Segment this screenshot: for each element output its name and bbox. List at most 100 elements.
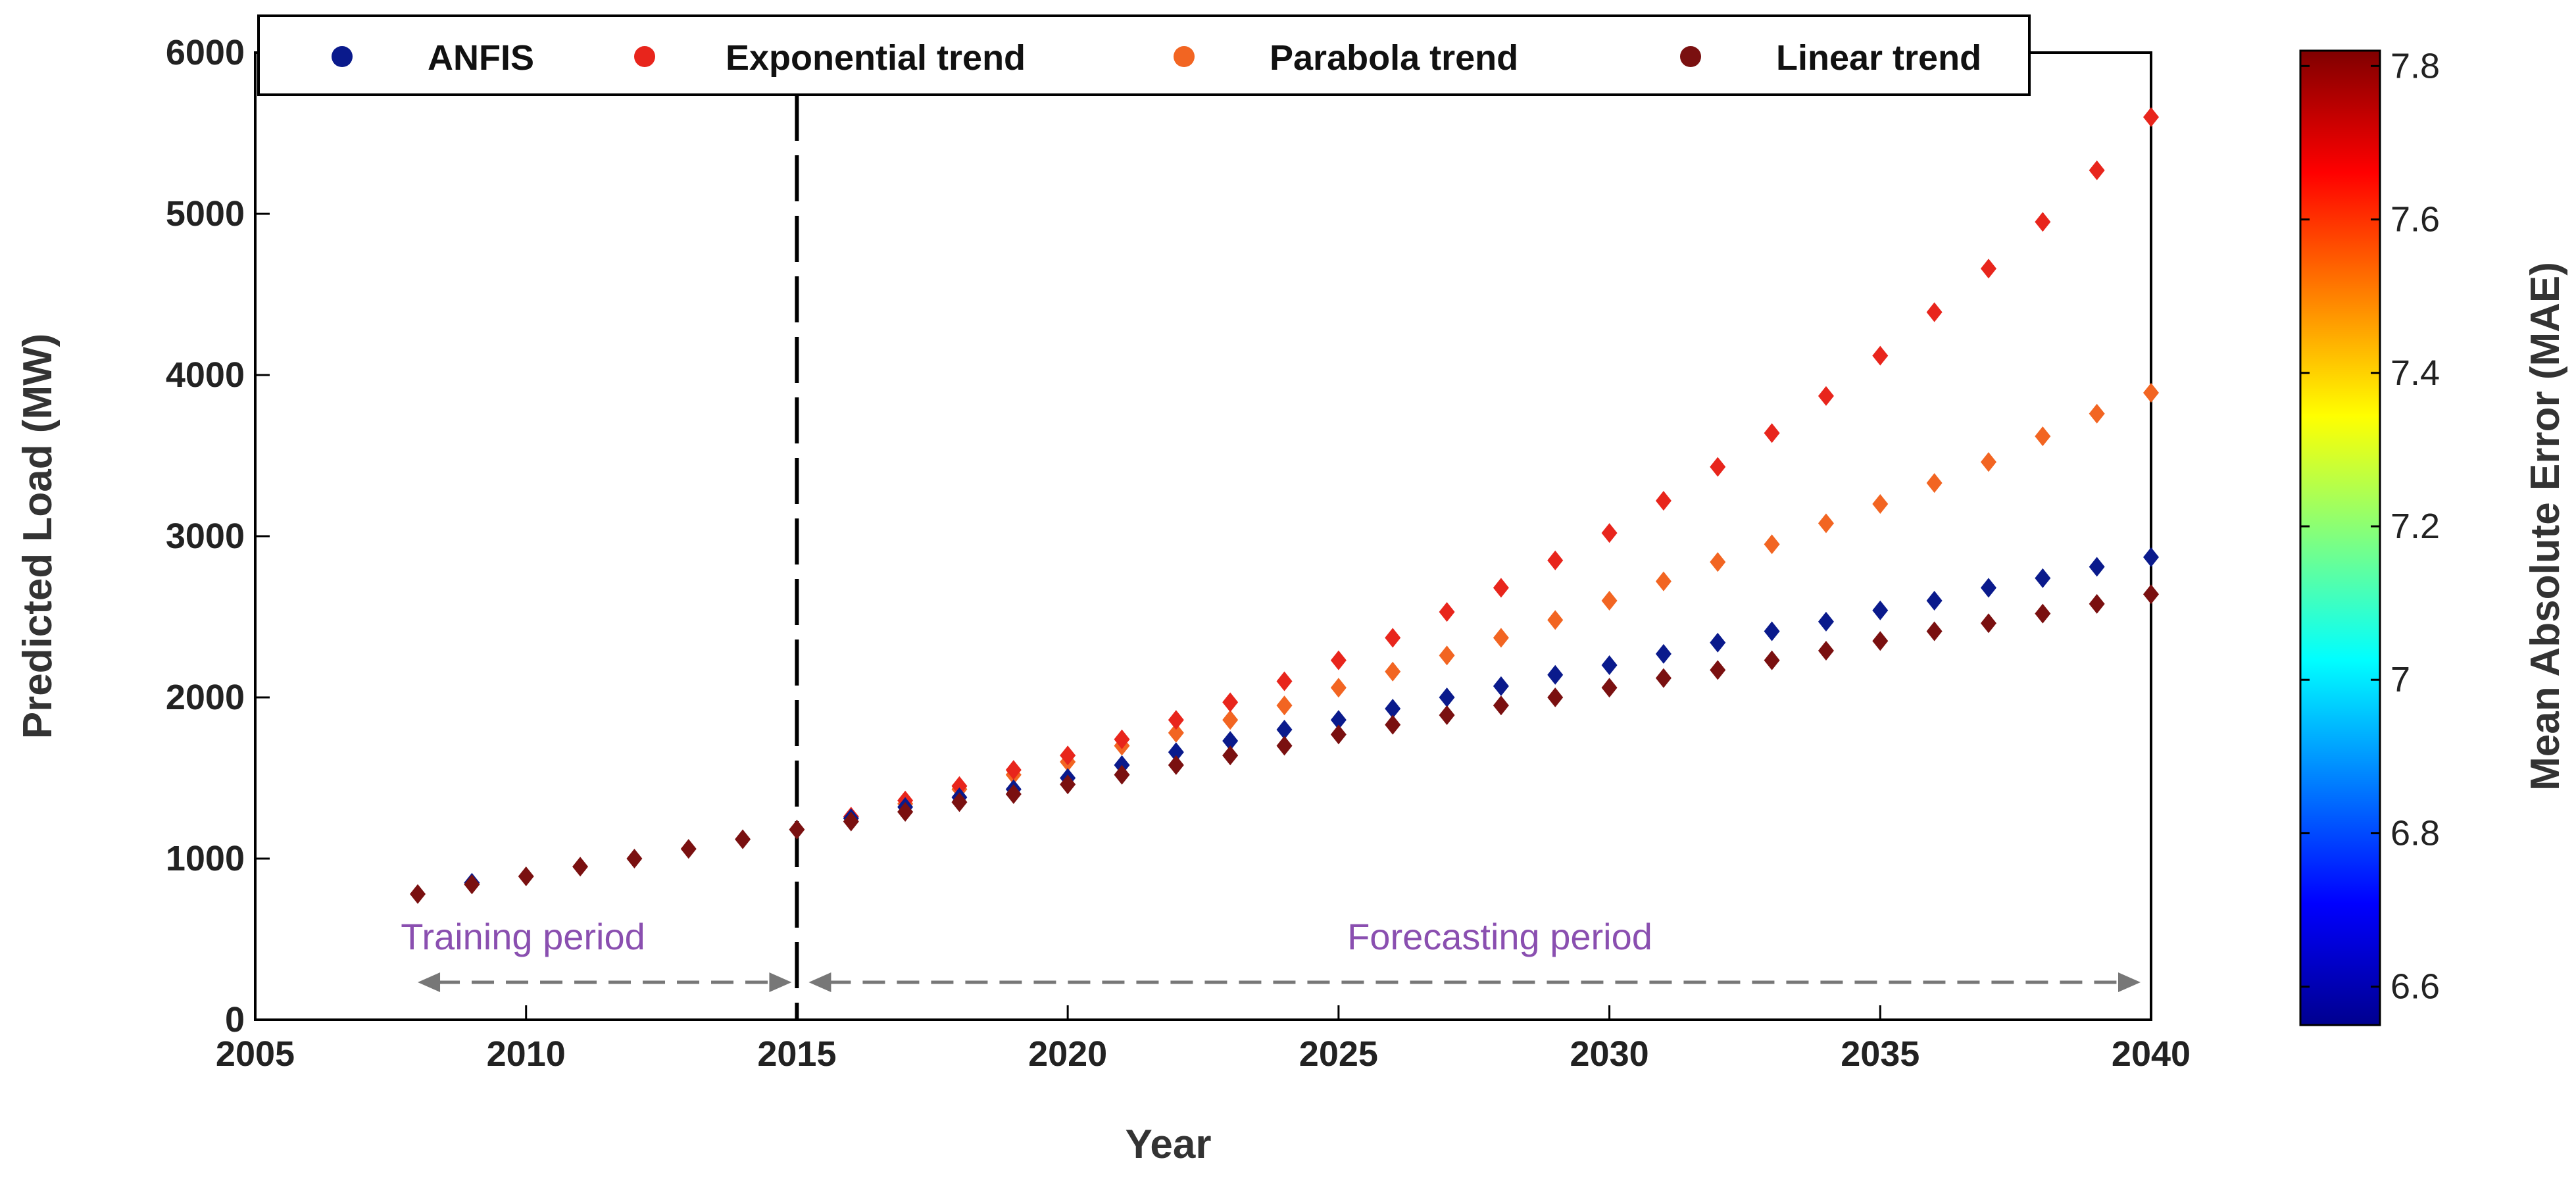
point-linear-trend [1980, 613, 1996, 634]
point-anfis [2143, 547, 2159, 567]
x-tick-label: 2020 [1028, 1034, 1107, 1074]
colorbar-tick-label: 6.8 [2390, 813, 2440, 853]
point-linear-trend [1818, 640, 1834, 661]
legend-marker-anfis [332, 46, 353, 67]
point-exponential-trend [1493, 578, 1509, 598]
legend-label-exponential: Exponential trend [726, 38, 1026, 78]
point-parabola-trend [1547, 610, 1564, 630]
legend-box [257, 14, 2031, 96]
y-tick-label: 5000 [166, 194, 245, 234]
x-tick-label: 2030 [1570, 1034, 1649, 1074]
point-exponential-trend [1330, 650, 1347, 670]
point-linear-trend [1655, 668, 1672, 688]
colorbar [2299, 49, 2381, 1026]
point-linear-trend [1547, 688, 1564, 707]
arrow-head-right [769, 972, 792, 992]
point-exponential-trend [1710, 457, 1726, 477]
x-axis: 2005 2010 2015 2020 2025 2030 2035 2040 [216, 1005, 2191, 1074]
point-exponential-trend [951, 776, 968, 796]
data-points [410, 107, 2159, 904]
colorbar-tick-label: 7.4 [2390, 353, 2440, 393]
arrow-head-left [808, 972, 831, 992]
y-axis-label: Predicted Load (MW) [15, 334, 61, 740]
point-exponential-trend [1222, 692, 1239, 713]
point-linear-trend [2035, 603, 2051, 624]
point-anfis [2089, 557, 2105, 577]
point-parabola-trend [1493, 628, 1509, 648]
training-period-arrow [418, 972, 792, 992]
point-linear-trend [572, 857, 589, 877]
legend-label-linear: Linear trend [1776, 38, 1981, 78]
colorbar-tick-label: 7.6 [2390, 200, 2440, 239]
point-parabola-trend [1276, 695, 1293, 716]
point-linear-trend [1005, 784, 1022, 804]
point-parabola-trend [2089, 403, 2105, 424]
colorbar-tick-label: 6.6 [2390, 967, 2440, 1007]
y-tick-label: 4000 [166, 355, 245, 395]
point-linear-trend [951, 792, 968, 813]
point-parabola-trend [1601, 591, 1618, 611]
point-exponential-trend [1439, 602, 1455, 622]
point-exponential-trend [1276, 671, 1293, 691]
y-axis: 0 1000 2000 3000 4000 5000 6000 [166, 33, 270, 1040]
point-parabola-trend [2143, 382, 2159, 403]
y-tick-label: 2000 [166, 678, 245, 717]
y-tick-label: 0 [225, 1000, 245, 1040]
y-tick-label: 1000 [166, 839, 245, 878]
point-exponential-trend [2143, 107, 2159, 127]
point-linear-trend [1872, 631, 1889, 651]
point-parabola-trend [2035, 426, 2051, 447]
x-tick-label: 2010 [487, 1034, 566, 1074]
legend-marker-linear [1680, 46, 1701, 67]
point-parabola-trend [1764, 534, 1780, 555]
point-anfis [1818, 611, 1834, 632]
point-exponential-trend [1872, 345, 1889, 366]
point-linear-trend [1439, 705, 1455, 725]
point-exponential-trend [1764, 423, 1780, 443]
point-linear-trend [1060, 774, 1076, 795]
point-linear-trend [626, 849, 643, 868]
point-anfis [2035, 568, 2051, 588]
point-linear-trend [2089, 593, 2105, 614]
point-exponential-trend [1818, 386, 1834, 406]
point-linear-trend [1114, 765, 1130, 785]
x-tick-label: 2040 [2112, 1034, 2191, 1074]
point-exponential-trend [1168, 710, 1184, 730]
colorbar-tick-label: 7.8 [2390, 46, 2440, 86]
point-anfis [1276, 720, 1293, 740]
forecasting-period-arrow [808, 972, 2141, 992]
point-anfis [1547, 665, 1564, 685]
point-linear-trend [464, 874, 480, 895]
point-anfis [1655, 643, 1672, 664]
point-exponential-trend [1601, 523, 1618, 543]
point-parabola-trend [1980, 452, 1996, 472]
point-parabola-trend [1818, 513, 1834, 534]
point-linear-trend [410, 884, 426, 904]
point-exponential-trend [1060, 745, 1076, 766]
x-tick-label: 2015 [757, 1034, 836, 1074]
point-linear-trend [735, 829, 751, 849]
point-linear-trend [1222, 745, 1239, 766]
point-exponential-trend [2035, 212, 2051, 232]
point-linear-trend [1385, 715, 1401, 735]
x-axis-label: Year [1125, 1122, 1211, 1167]
point-anfis [1439, 688, 1455, 707]
colorbar-ticks: 6.6 6.8 7 7.2 7.4 7.6 7.8 [2300, 46, 2440, 1007]
legend-label-parabola: Parabola trend [1270, 38, 1518, 78]
point-linear-trend [1710, 660, 1726, 680]
point-exponential-trend [1926, 302, 1943, 322]
legend-label-anfis: ANFIS [428, 38, 534, 78]
point-parabola-trend [1439, 645, 1455, 666]
point-exponential-trend [1114, 729, 1130, 749]
forecasting-period-label: Forecasting period [1347, 916, 1652, 957]
arrow-head-right [2118, 972, 2141, 992]
colorbar-tick-label: 7 [2390, 660, 2410, 699]
colorbar-tick-label: 7.2 [2390, 507, 2440, 546]
point-anfis [1493, 676, 1509, 696]
legend: ANFIS Exponential trend Parabola trend L… [332, 38, 1981, 78]
point-linear-trend [1926, 621, 1943, 641]
point-anfis [1710, 632, 1726, 653]
point-linear-trend [789, 819, 805, 840]
point-anfis [1980, 578, 1996, 598]
point-linear-trend [1764, 650, 1780, 670]
